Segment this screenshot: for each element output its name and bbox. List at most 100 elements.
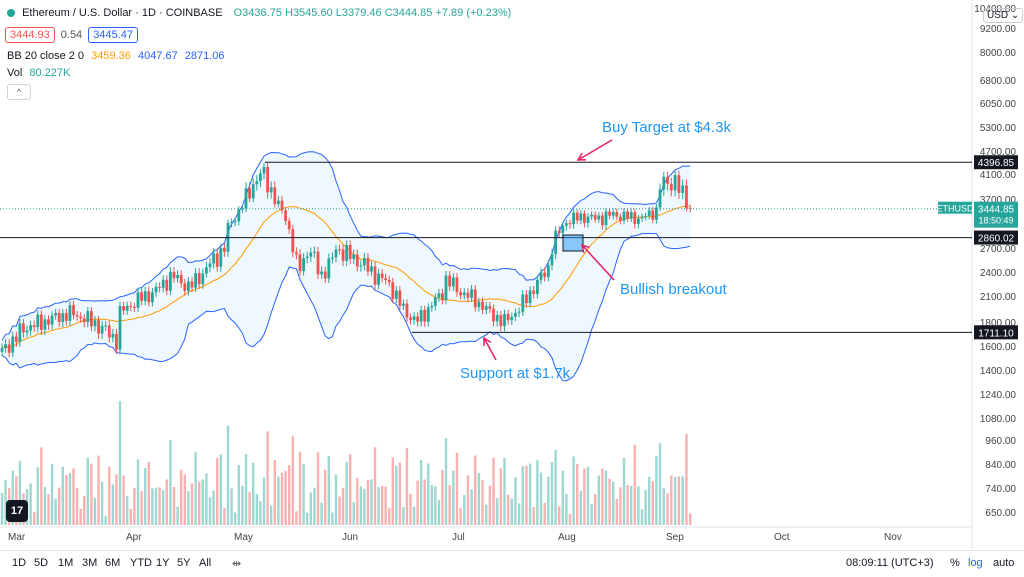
volume-bar	[68, 472, 72, 525]
y-tick-label: 10400.00	[974, 4, 1016, 15]
bb-legend[interactable]: BB 20 close 2 0 3459.36 4047.67 2871.06	[7, 50, 225, 62]
candle-body	[291, 229, 295, 253]
candle-body	[604, 211, 608, 226]
vol-label: Vol	[7, 67, 23, 79]
clock-readout[interactable]: 08:09:11 (UTC+3)	[846, 557, 934, 569]
symbol-title[interactable]: Ethereum / U.S. Dollar · 1D · COINBASE	[22, 7, 223, 19]
volume-bar	[79, 508, 82, 525]
volume-bar	[345, 461, 348, 525]
volume-bar	[448, 485, 451, 525]
volume-bar	[32, 512, 36, 525]
candle-body	[355, 254, 359, 267]
volume-bar	[648, 476, 651, 525]
candle-body	[539, 272, 543, 280]
candle-body	[655, 207, 658, 220]
range-1d[interactable]: 1D	[12, 557, 27, 569]
volume-bar	[352, 502, 355, 525]
y-tick-label: 2700.00	[980, 244, 1017, 255]
volume-bar	[241, 485, 244, 525]
volume-bar	[93, 498, 97, 525]
candle-body	[348, 244, 352, 260]
y-tick-label: 6800.00	[980, 76, 1017, 87]
volume-bar	[244, 453, 248, 525]
candle-body	[543, 272, 547, 277]
candle-body	[384, 278, 388, 280]
volume-bar	[554, 450, 557, 525]
candle-body	[7, 344, 11, 353]
volume-bar	[405, 447, 409, 525]
annotation-arrow	[577, 139, 613, 161]
candle-body	[0, 348, 4, 352]
candle-body	[284, 210, 287, 222]
vol-value: 80.227K	[29, 67, 71, 79]
level-label: 2860.02	[978, 234, 1015, 245]
range-all[interactable]: All	[199, 557, 212, 569]
candle-body	[441, 293, 444, 301]
candle-body	[561, 225, 565, 234]
candle-body	[302, 258, 305, 272]
range-ytd[interactable]: YTD	[130, 557, 152, 569]
currency-select[interactable]: USD ⌄	[983, 8, 1024, 23]
range-1m[interactable]: 1M	[58, 557, 74, 569]
volume-bar	[395, 465, 398, 525]
candle-body	[619, 216, 622, 221]
volume-bar	[651, 481, 654, 525]
volume-legend[interactable]: Vol 80.227K	[7, 67, 70, 79]
candle-body	[484, 306, 488, 310]
volume-bar	[208, 497, 212, 525]
range-5y[interactable]: 5Y	[177, 557, 191, 569]
bb-label: BB 20 close 2 0	[7, 50, 85, 62]
range-5d[interactable]: 5D	[34, 557, 49, 569]
volume-bar	[594, 494, 597, 525]
x-tick-label: Sep	[666, 532, 684, 543]
price-chart[interactable]: 10400.00 9200.00 8000.00 6800.00 6050.00 5300…	[0, 0, 1024, 550]
collapse-legend-button[interactable]: ^	[7, 84, 31, 100]
percent-toggle[interactable]: %	[950, 557, 960, 569]
candle-body	[521, 294, 525, 312]
volume-bar	[140, 491, 143, 525]
ask-price-box[interactable]: 3445.47	[88, 27, 138, 43]
volume-bar	[0, 493, 4, 525]
candle-body	[4, 344, 7, 349]
volume-bar	[409, 493, 412, 525]
range-6m[interactable]: 6M	[105, 557, 121, 569]
volume-bar	[302, 464, 305, 525]
candle-body	[637, 218, 640, 224]
log-toggle[interactable]: log	[968, 557, 983, 569]
candle-body	[262, 167, 266, 174]
date-range-calendar-icon[interactable]: ⇹	[232, 558, 242, 570]
candle-body	[43, 319, 47, 330]
candle-body	[230, 221, 233, 223]
volume-bar	[558, 506, 561, 525]
candle-body	[387, 279, 391, 283]
range-1y[interactable]: 1Y	[156, 557, 170, 569]
x-tick-label: Mar	[8, 532, 26, 543]
volume-bar	[521, 466, 524, 525]
volume-bar	[216, 458, 219, 525]
volume-bar	[223, 507, 226, 525]
volume-bar	[666, 493, 669, 525]
candle-body	[266, 167, 269, 193]
annotation-arrowhead	[483, 336, 492, 347]
volume-bar	[430, 485, 434, 525]
volume-bar	[670, 475, 673, 525]
y-tick-label: 960.00	[985, 436, 1016, 447]
currency-label: USD	[987, 10, 1009, 21]
candle-body	[111, 333, 115, 338]
volume-bar	[452, 470, 455, 525]
volume-bar	[583, 468, 586, 525]
candle-body	[510, 316, 514, 321]
volume-bar	[673, 477, 677, 525]
candle-body	[86, 311, 90, 323]
candle-body	[169, 272, 172, 291]
volume-bar	[590, 504, 593, 525]
auto-toggle[interactable]: auto	[993, 557, 1015, 569]
range-3m[interactable]: 3M	[82, 557, 98, 569]
volume-bar	[532, 507, 535, 525]
candle-body	[259, 173, 262, 182]
candle-body	[11, 336, 15, 353]
bid-price-box[interactable]: 3444.93	[5, 27, 55, 43]
volume-bar	[97, 455, 100, 525]
candle-body	[136, 292, 140, 308]
candle-body	[345, 244, 349, 261]
